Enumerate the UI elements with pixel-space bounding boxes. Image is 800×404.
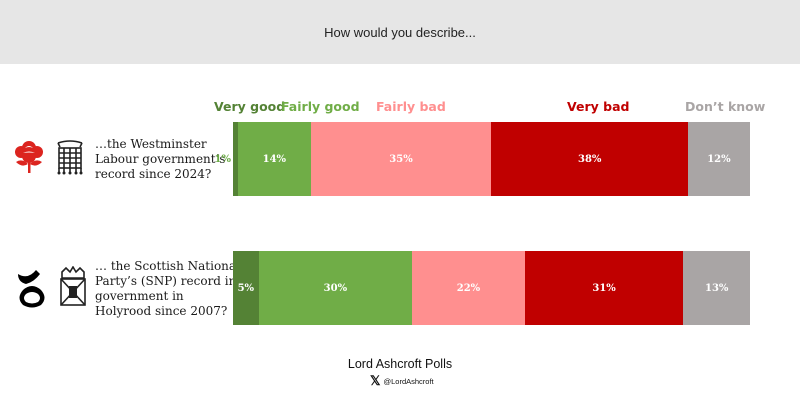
row-label-line: record since 2024? [95, 167, 212, 181]
bar-snp: 5% 30% 22% 31% 13% [233, 251, 750, 325]
row-label-line: government in [95, 289, 184, 303]
bar-segment-fairly-bad: 35% [310, 122, 492, 196]
bar-segment-very-good: 1% [215, 122, 239, 196]
bar-segment-very-bad: 31% [524, 251, 684, 325]
legend-fairly-bad: Fairly bad [376, 99, 446, 114]
bar-segment-very-good: 5% [233, 251, 259, 325]
snp-logo-icon [18, 270, 45, 308]
bar-segment-dont-know: 13% [683, 251, 750, 325]
legend-very-bad: Very bad [567, 99, 630, 114]
legend-very-good: Very good [214, 99, 286, 114]
question-header: How would you describe... [0, 0, 800, 64]
row-label-westminster: …the Westminster Labour government’s rec… [95, 137, 226, 182]
social-handle[interactable]: 𝕏 @LordAshcroft [370, 373, 434, 389]
data-label: 35% [389, 153, 413, 165]
x-logo-icon: 𝕏 [370, 373, 381, 388]
row-label-snp: … the Scottish National Party’s (SNP) re… [95, 259, 240, 319]
handle-text: @LordAshcroft [383, 376, 434, 386]
row-label-line: Labour government’s [95, 152, 226, 166]
scottish-parliament-crest-icon [60, 266, 86, 306]
data-label: 1% [214, 153, 231, 165]
bar-segment-dont-know: 12% [687, 122, 750, 196]
row-label-line: … the Scottish National [95, 259, 240, 273]
legend-dont-know: Don’t know [685, 99, 766, 114]
data-label: 13% [704, 282, 729, 294]
portcullis-icon [57, 140, 83, 175]
row-label-line: Party’s (SNP) record in [95, 274, 237, 288]
source-title: Lord Ashcroft Polls [347, 357, 453, 371]
legend-fairly-good: Fairly good [281, 99, 360, 114]
data-label: 30% [323, 282, 348, 294]
data-label: 12% [707, 153, 731, 165]
data-label: 31% [592, 282, 616, 294]
data-label: 14% [262, 153, 287, 165]
bar-segment-fairly-good: 14% [238, 122, 311, 196]
bar-westminster-labour: 1% 14% 35% 38% 12% [215, 122, 750, 196]
data-label: 38% [577, 153, 602, 165]
data-label: 5% [237, 282, 255, 294]
row-label-line: …the Westminster [95, 137, 207, 151]
data-label: 22% [456, 282, 481, 294]
bar-segment-fairly-bad: 22% [412, 251, 525, 325]
bar-segment-fairly-good: 30% [258, 251, 413, 325]
question-text: How would you describe... [324, 24, 476, 40]
bar-segment-very-bad: 38% [491, 122, 688, 196]
labour-rose-icon [15, 141, 43, 173]
row-label-line: Holyrood since 2007? [95, 304, 228, 318]
